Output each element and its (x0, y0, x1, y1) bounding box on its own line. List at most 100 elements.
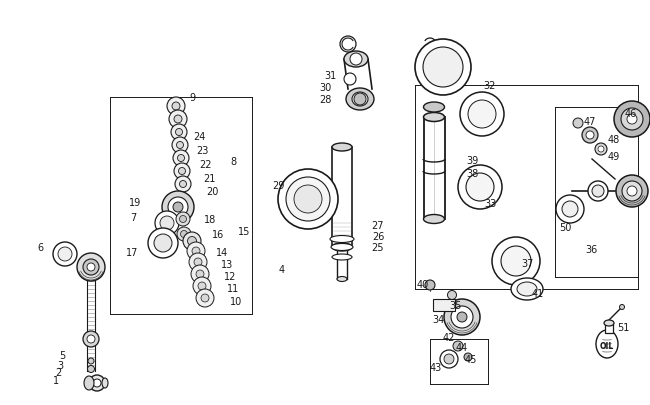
Circle shape (621, 109, 643, 131)
Text: 50: 50 (559, 222, 571, 232)
Text: 14: 14 (216, 247, 228, 257)
Circle shape (83, 259, 99, 275)
Circle shape (177, 142, 183, 149)
Text: 48: 48 (608, 135, 620, 145)
Ellipse shape (424, 215, 445, 224)
Circle shape (177, 228, 191, 241)
Text: 27: 27 (372, 220, 384, 230)
Circle shape (598, 147, 604, 153)
Circle shape (451, 306, 473, 328)
Circle shape (193, 277, 211, 295)
Circle shape (169, 111, 187, 129)
Circle shape (172, 138, 188, 153)
Circle shape (174, 116, 182, 124)
Circle shape (616, 175, 648, 207)
Circle shape (592, 185, 604, 198)
Circle shape (586, 132, 594, 140)
Text: 19: 19 (129, 198, 141, 207)
Ellipse shape (604, 320, 614, 326)
Ellipse shape (424, 113, 445, 122)
Text: 2: 2 (55, 367, 61, 377)
Circle shape (93, 379, 101, 387)
Text: 30: 30 (319, 83, 331, 93)
Text: 4: 4 (279, 264, 285, 274)
Text: 10: 10 (230, 296, 242, 306)
Circle shape (501, 246, 531, 276)
Circle shape (582, 128, 598, 144)
Text: 15: 15 (238, 226, 250, 237)
Circle shape (627, 115, 637, 125)
Circle shape (189, 254, 207, 271)
Circle shape (444, 354, 454, 364)
Circle shape (187, 237, 196, 246)
Circle shape (619, 305, 625, 310)
Text: OIL: OIL (600, 342, 614, 351)
Circle shape (173, 202, 183, 213)
Circle shape (194, 258, 202, 266)
Text: 33: 33 (484, 198, 496, 209)
Circle shape (154, 234, 172, 252)
Circle shape (196, 289, 214, 307)
Circle shape (155, 211, 179, 235)
Circle shape (201, 294, 209, 302)
Circle shape (464, 353, 472, 361)
Text: 21: 21 (203, 174, 215, 183)
Ellipse shape (346, 89, 374, 111)
Circle shape (466, 174, 494, 202)
Circle shape (175, 177, 191, 192)
Circle shape (425, 47, 435, 57)
Ellipse shape (337, 277, 347, 282)
Text: 18: 18 (204, 215, 216, 224)
Circle shape (562, 202, 578, 217)
Circle shape (176, 129, 183, 136)
Text: 35: 35 (448, 300, 461, 310)
Text: 11: 11 (227, 284, 239, 293)
Text: 51: 51 (617, 322, 629, 332)
Circle shape (344, 74, 356, 86)
Circle shape (87, 263, 95, 271)
Text: 28: 28 (318, 95, 332, 105)
Text: 17: 17 (126, 247, 138, 257)
Ellipse shape (102, 378, 108, 388)
Text: 43: 43 (430, 362, 442, 372)
Circle shape (425, 280, 435, 290)
Circle shape (160, 216, 174, 230)
Circle shape (440, 350, 458, 368)
Circle shape (58, 247, 72, 261)
Ellipse shape (331, 244, 353, 251)
Circle shape (460, 93, 504, 136)
Circle shape (453, 341, 463, 351)
Ellipse shape (517, 282, 537, 296)
Circle shape (179, 216, 187, 223)
Circle shape (458, 166, 502, 209)
Text: 44: 44 (456, 342, 468, 352)
Circle shape (88, 358, 94, 364)
Text: 41: 41 (532, 288, 544, 298)
Circle shape (447, 291, 456, 300)
Text: 9: 9 (189, 93, 195, 103)
Circle shape (492, 237, 540, 285)
Circle shape (573, 119, 583, 129)
Circle shape (176, 213, 190, 226)
Ellipse shape (332, 144, 352, 151)
Text: 34: 34 (432, 314, 444, 324)
Text: 7: 7 (130, 213, 136, 222)
Circle shape (614, 102, 650, 138)
Circle shape (192, 247, 200, 256)
Circle shape (187, 243, 205, 260)
Text: 39: 39 (466, 156, 478, 166)
Circle shape (286, 177, 330, 222)
Circle shape (457, 312, 467, 322)
Circle shape (173, 151, 189, 166)
Circle shape (198, 282, 206, 290)
Circle shape (174, 164, 190, 179)
Circle shape (87, 335, 95, 343)
Circle shape (556, 196, 584, 224)
Text: 42: 42 (443, 332, 455, 342)
Circle shape (168, 198, 188, 217)
Text: 3: 3 (57, 360, 63, 370)
Circle shape (162, 192, 194, 224)
Text: 6: 6 (37, 243, 43, 252)
Bar (605, 323, 613, 333)
Circle shape (423, 48, 463, 88)
